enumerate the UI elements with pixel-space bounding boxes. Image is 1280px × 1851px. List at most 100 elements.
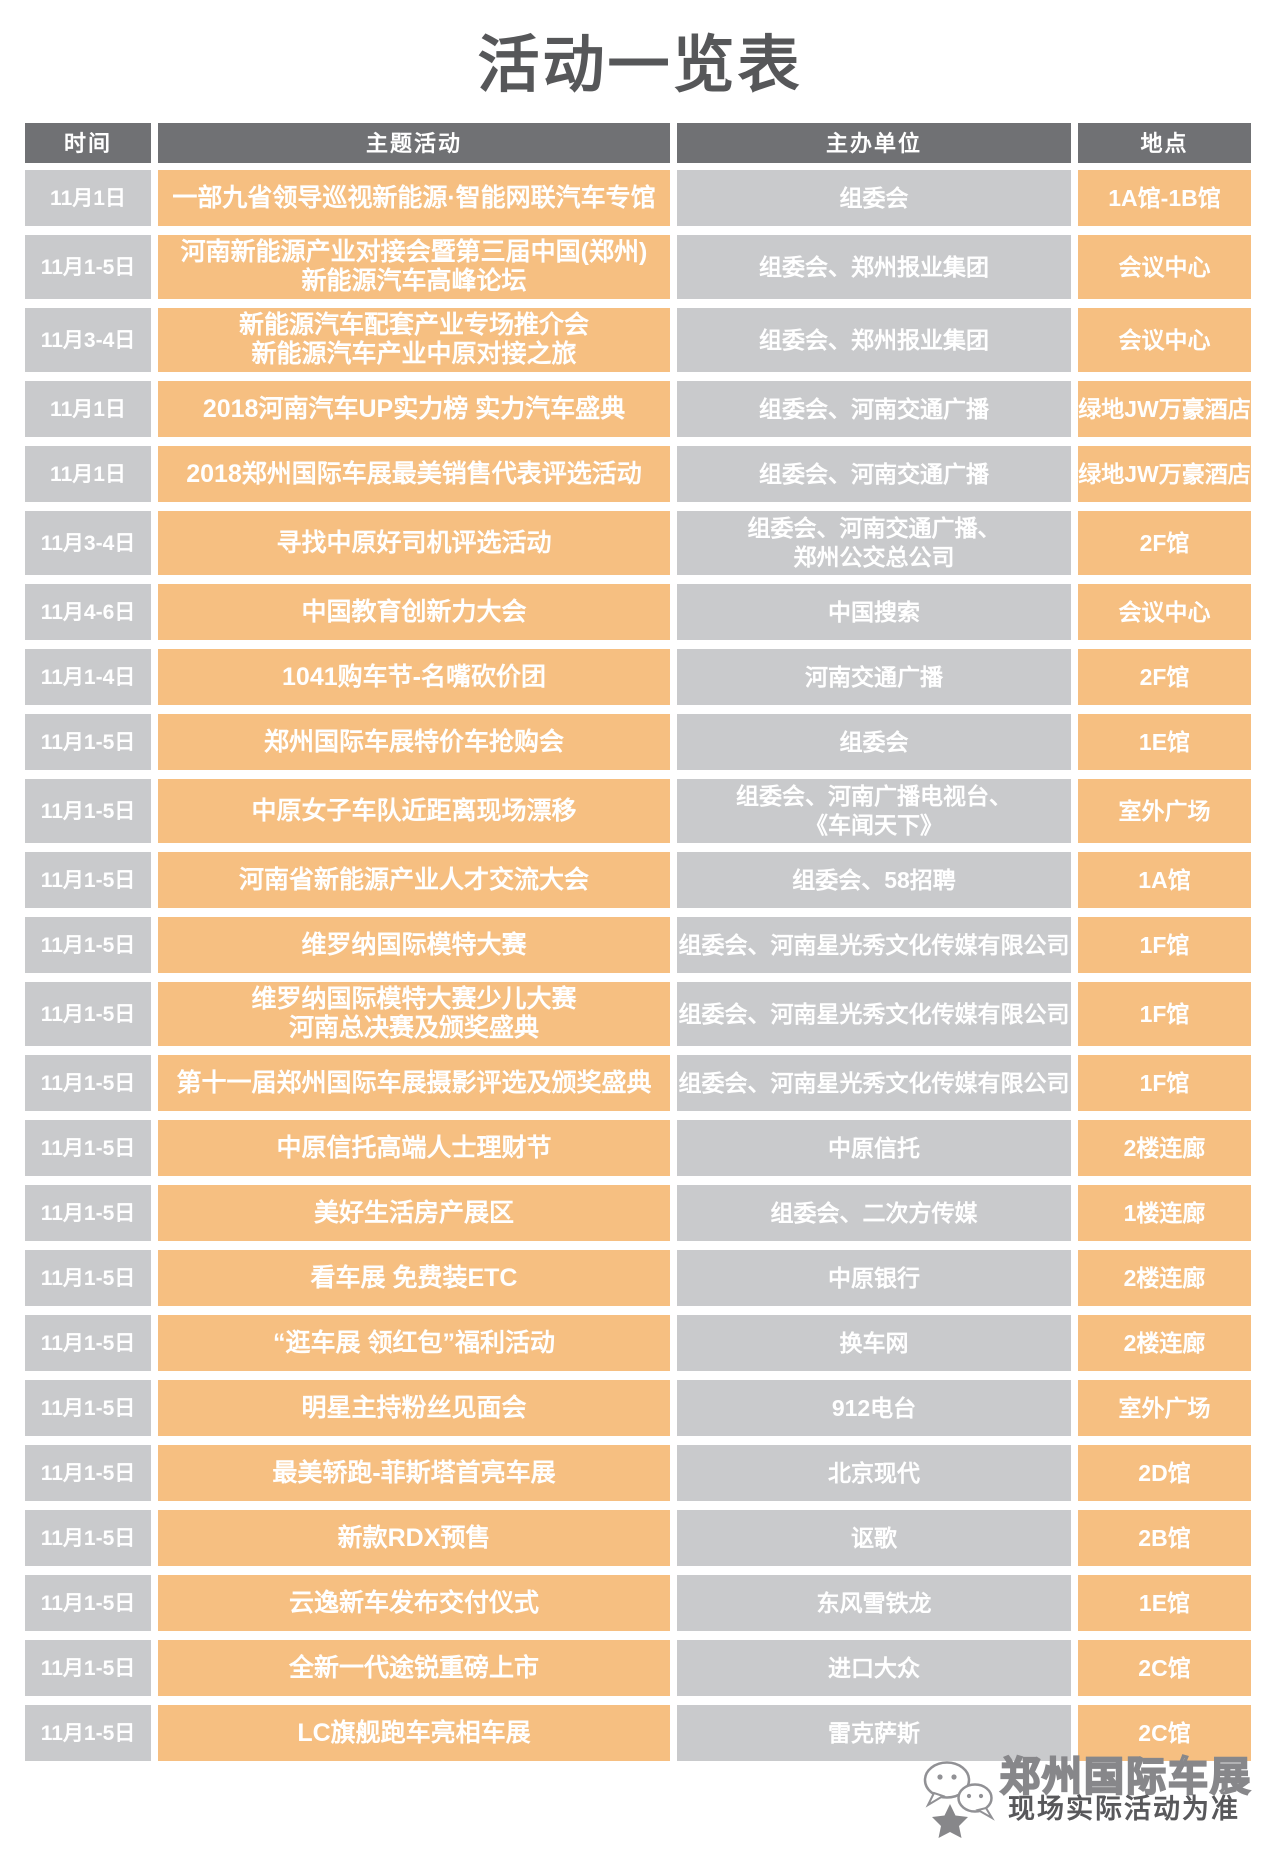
- activity-cell: “逛车展 领红包”福利活动: [158, 1315, 670, 1371]
- location-cell: 室外广场: [1078, 779, 1251, 843]
- time-cell: 11月1-5日: [25, 235, 151, 299]
- wechat-star-icon: [920, 1758, 998, 1843]
- organizer-cell: 组委会、河南星光秀文化传媒有限公司: [677, 1055, 1071, 1111]
- location-cell: 2F馆: [1078, 511, 1251, 575]
- table-row: 11月1日 2018郑州国际车展最美销售代表评选活动 组委会、河南交通广播 绿地JW万…: [25, 446, 1251, 502]
- location-cell: 2C馆: [1078, 1640, 1251, 1696]
- time-cell: 11月1-5日: [25, 1120, 151, 1176]
- organizer-cell: 组委会、郑州报业集团: [677, 308, 1071, 372]
- location-cell: 1A馆: [1078, 852, 1251, 908]
- table-row: 11月1-5日 “逛车展 领红包”福利活动 换车网 2楼连廊: [25, 1315, 1251, 1371]
- table-row: 11月1-5日 最美轿跑-菲斯塔首亮车展 北京现代 2D馆: [25, 1445, 1251, 1501]
- time-cell: 11月4-6日: [25, 584, 151, 640]
- location-cell: 绿地JW万豪酒店: [1078, 381, 1251, 437]
- table-row: 11月1-5日 全新一代途锐重磅上市 进口大众 2C馆: [25, 1640, 1251, 1696]
- activity-cell: 1041购车节-名嘴砍价团: [158, 649, 670, 705]
- location-cell: 室外广场: [1078, 1380, 1251, 1436]
- table-row: 11月1日 一部九省领导巡视新能源·智能网联汽车专馆 组委会 1A馆-1B馆: [25, 170, 1251, 226]
- organizer-cell: 组委会、河南星光秀文化传媒有限公司: [677, 982, 1071, 1046]
- location-cell: 会议中心: [1078, 308, 1251, 372]
- organizer-cell: 东风雪铁龙: [677, 1575, 1071, 1631]
- table-row: 11月4-6日 中国教育创新力大会 中国搜索 会议中心: [25, 584, 1251, 640]
- table-row: 11月1-5日 河南新能源产业对接会暨第三届中国(郑州) 新能源汽车高峰论坛 组委会…: [25, 235, 1251, 299]
- organizer-cell: 组委会、河南交通广播: [677, 446, 1071, 502]
- organizer-cell: 河南交通广播: [677, 649, 1071, 705]
- activity-cell: LC旗舰跑车亮相车展: [158, 1705, 670, 1761]
- activity-cell: 中原信托高端人士理财节: [158, 1120, 670, 1176]
- time-cell: 11月1-5日: [25, 1055, 151, 1111]
- table-row: 11月1-5日 维罗纳国际模特大赛少儿大赛 河南总决赛及颁奖盛典 组委会、河南星光秀…: [25, 982, 1251, 1046]
- activity-cell: 郑州国际车展特价车抢购会: [158, 714, 670, 770]
- time-cell: 11月1日: [25, 446, 151, 502]
- organizer-cell: 组委会、河南交通广播、 郑州公交总公司: [677, 511, 1071, 575]
- organizer-cell: 雷克萨斯: [677, 1705, 1071, 1761]
- table-body: 11月1日 一部九省领导巡视新能源·智能网联汽车专馆 组委会 1A馆-1B馆 11月1-…: [25, 170, 1251, 1761]
- table-row: 11月1-5日 中原女子车队近距离现场漂移 组委会、河南广播电视台、 《车闻天下》室…: [25, 779, 1251, 843]
- location-cell: 1E馆: [1078, 1575, 1251, 1631]
- time-cell: 11月1-5日: [25, 1250, 151, 1306]
- organizer-cell: 中国搜索: [677, 584, 1071, 640]
- location-cell: 2B馆: [1078, 1510, 1251, 1566]
- location-cell: 1A馆-1B馆: [1078, 170, 1251, 226]
- organizer-cell: 组委会、河南星光秀文化传媒有限公司: [677, 917, 1071, 973]
- time-cell: 11月1-5日: [25, 1640, 151, 1696]
- organizer-cell: 中原银行: [677, 1250, 1071, 1306]
- activity-cell: 新能源汽车配套产业专场推介会 新能源汽车产业中原对接之旅: [158, 308, 670, 372]
- location-cell: 1F馆: [1078, 982, 1251, 1046]
- time-cell: 11月1日: [25, 170, 151, 226]
- activity-cell: 新款RDX预售: [158, 1510, 670, 1566]
- activity-cell: 中原女子车队近距离现场漂移: [158, 779, 670, 843]
- table-row: 11月1-5日 明星主持粉丝见面会 912电台 室外广场: [25, 1380, 1251, 1436]
- time-cell: 11月1-5日: [25, 779, 151, 843]
- activity-cell: 看车展 免费装ETC: [158, 1250, 670, 1306]
- table-row: 11月1-5日 第十一届郑州国际车展摄影评选及颁奖盛典 组委会、河南星光秀文化传媒有…: [25, 1055, 1251, 1111]
- activity-cell: 第十一届郑州国际车展摄影评选及颁奖盛典: [158, 1055, 670, 1111]
- time-cell: 11月1-5日: [25, 1185, 151, 1241]
- activity-cell: 全新一代途锐重磅上市: [158, 1640, 670, 1696]
- location-cell: 2楼连廊: [1078, 1250, 1251, 1306]
- activity-cell: 寻找中原好司机评选活动: [158, 511, 670, 575]
- activity-cell: 维罗纳国际模特大赛少儿大赛 河南总决赛及颁奖盛典: [158, 982, 670, 1046]
- activity-cell: 中国教育创新力大会: [158, 584, 670, 640]
- table-row: 11月1-5日 河南省新能源产业人才交流大会 组委会、58招聘 1A馆: [25, 852, 1251, 908]
- table-row: 11月3-4日 寻找中原好司机评选活动 组委会、河南交通广播、 郑州公交总公司 2F馆: [25, 511, 1251, 575]
- time-cell: 11月1-5日: [25, 982, 151, 1046]
- organizer-cell: 组委会、河南交通广播: [677, 381, 1071, 437]
- location-cell: 会议中心: [1078, 584, 1251, 640]
- organizer-cell: 组委会: [677, 170, 1071, 226]
- column-header-activity: 主题活动: [158, 123, 670, 163]
- organizer-cell: 912电台: [677, 1380, 1071, 1436]
- time-cell: 11月1日: [25, 381, 151, 437]
- time-cell: 11月1-5日: [25, 1705, 151, 1761]
- table-row: 11月1-5日 新款RDX预售 讴歌 2B馆: [25, 1510, 1251, 1566]
- organizer-cell: 讴歌: [677, 1510, 1071, 1566]
- column-header-organizer: 主办单位: [677, 123, 1071, 163]
- table-row: 11月1-5日 维罗纳国际模特大赛 组委会、河南星光秀文化传媒有限公司 1F馆: [25, 917, 1251, 973]
- organizer-cell: 组委会、郑州报业集团: [677, 235, 1071, 299]
- table-row: 11月3-4日 新能源汽车配套产业专场推介会 新能源汽车产业中原对接之旅 组委会、郑…: [25, 308, 1251, 372]
- table-header: 时间 主题活动 主办单位 地点: [25, 123, 1251, 163]
- time-cell: 11月1-5日: [25, 714, 151, 770]
- activity-cell: 一部九省领导巡视新能源·智能网联汽车专馆: [158, 170, 670, 226]
- organizer-cell: 组委会、二次方传媒: [677, 1185, 1071, 1241]
- time-cell: 11月1-5日: [25, 1380, 151, 1436]
- time-cell: 11月3-4日: [25, 511, 151, 575]
- column-header-location: 地点: [1078, 123, 1251, 163]
- table-row: 11月1-5日 看车展 免费装ETC 中原银行 2楼连廊: [25, 1250, 1251, 1306]
- location-cell: 会议中心: [1078, 235, 1251, 299]
- location-cell: 1F馆: [1078, 917, 1251, 973]
- activity-cell: 2018河南汽车UP实力榜 实力汽车盛典: [158, 381, 670, 437]
- time-cell: 11月1-5日: [25, 1315, 151, 1371]
- location-cell: 2D馆: [1078, 1445, 1251, 1501]
- activity-table: 时间 主题活动 主办单位 地点 11月1日 一部九省领导巡视新能源·智能网联汽车专…: [25, 123, 1251, 1770]
- location-cell: 2C馆: [1078, 1705, 1251, 1761]
- time-cell: 11月3-4日: [25, 308, 151, 372]
- organizer-cell: 中原信托: [677, 1120, 1071, 1176]
- table-row: 11月1-5日 中原信托高端人士理财节 中原信托 2楼连廊: [25, 1120, 1251, 1176]
- time-cell: 11月1-5日: [25, 1445, 151, 1501]
- activity-cell: 最美轿跑-菲斯塔首亮车展: [158, 1445, 670, 1501]
- table-row: 11月1日 2018河南汽车UP实力榜 实力汽车盛典 组委会、河南交通广播 绿地JW万…: [25, 381, 1251, 437]
- time-cell: 11月1-5日: [25, 917, 151, 973]
- location-cell: 1E馆: [1078, 714, 1251, 770]
- organizer-cell: 组委会: [677, 714, 1071, 770]
